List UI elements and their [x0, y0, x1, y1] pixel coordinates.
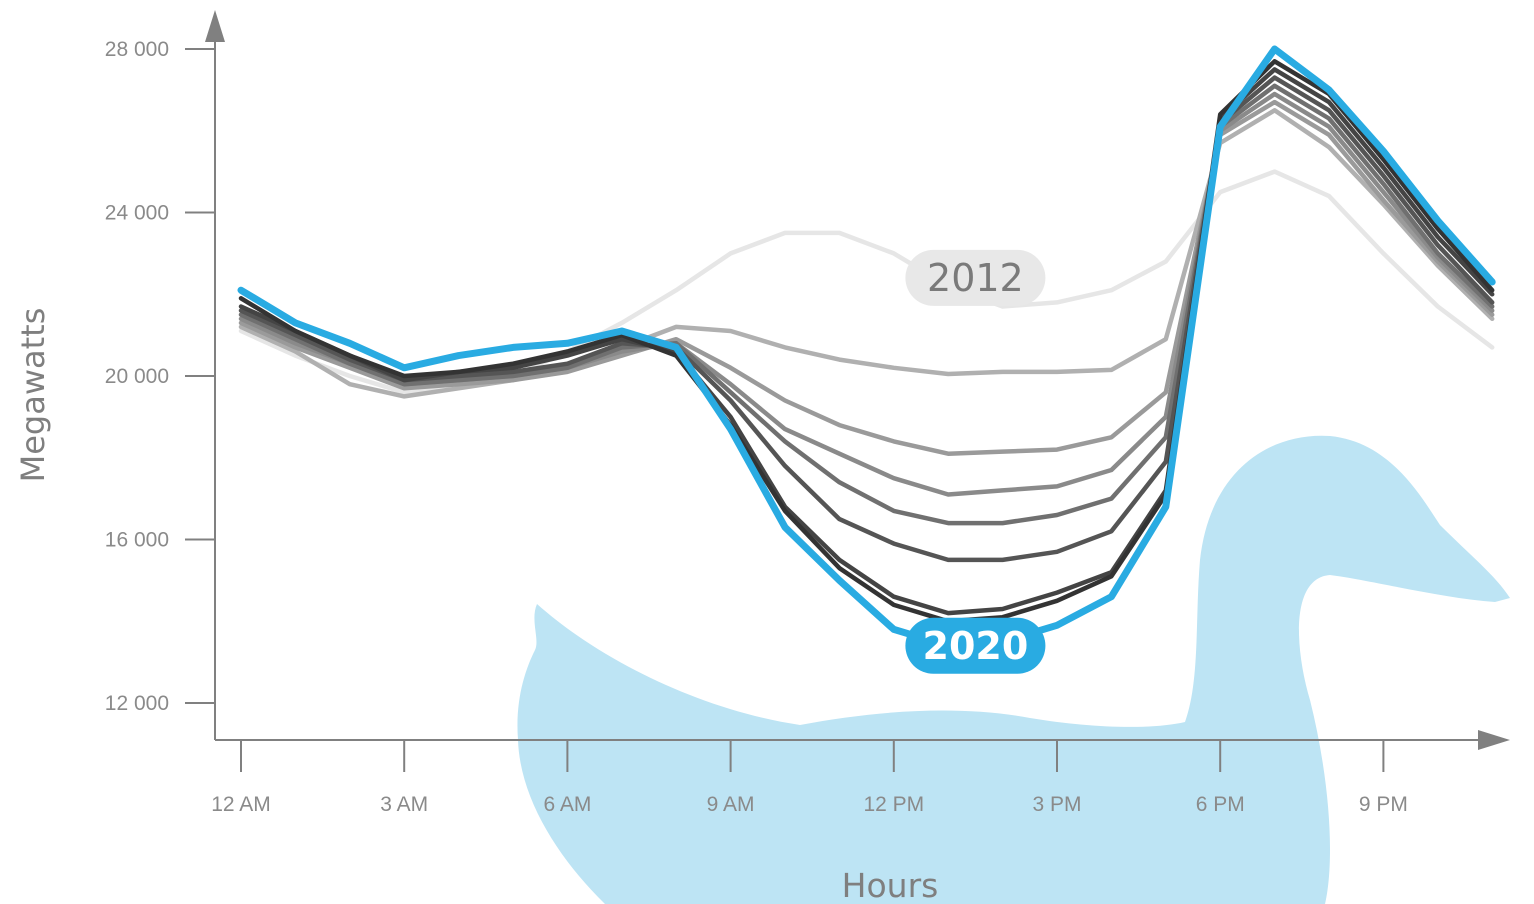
y-axis-title: Megawatts	[14, 308, 52, 483]
series-line-7	[238, 59, 1495, 624]
duck-body-shape	[517, 435, 1510, 904]
annotations: 2012 2020	[905, 249, 1046, 674]
y-tick-label: 12 000	[105, 692, 169, 715]
y-tick-label: 28 000	[105, 38, 169, 61]
duck-silhouette-icon	[517, 435, 1510, 904]
x-tick-label: 12 PM	[863, 793, 924, 816]
x-axis-title: Hours	[842, 866, 939, 904]
y-axis-arrow-icon	[205, 10, 225, 42]
x-tick-label: 3 PM	[1032, 793, 1081, 816]
series-lines	[237, 45, 1496, 650]
x-tick-label: 9 PM	[1359, 793, 1408, 816]
x-tick-label: 6 AM	[543, 793, 591, 816]
series-line-2020	[237, 45, 1496, 650]
axes: 12 000 16 000 20 000 24 000 28 000 12 AM 3 AM 6…	[105, 10, 1510, 816]
year-label-pill-2020	[905, 617, 1046, 674]
y-tick-label: 20 000	[105, 365, 169, 388]
year-label-pill-2012	[905, 249, 1046, 306]
x-tick-label: 6 PM	[1196, 793, 1245, 816]
year-label-2012: 2012	[927, 256, 1024, 300]
series-line-4	[238, 83, 1495, 526]
y-tick-label: 16 000	[105, 529, 169, 552]
year-label-2020: 2020	[923, 624, 1029, 668]
series-line-1	[238, 108, 1495, 399]
x-tick-label: 12 AM	[211, 793, 271, 816]
x-axis-arrow-icon	[1478, 730, 1510, 750]
series-line-5	[238, 75, 1495, 563]
y-tick-label: 24 000	[105, 202, 169, 225]
x-tick-label: 9 AM	[707, 793, 755, 816]
x-tick-label: 3 AM	[380, 793, 428, 816]
series-line-2	[238, 99, 1495, 456]
